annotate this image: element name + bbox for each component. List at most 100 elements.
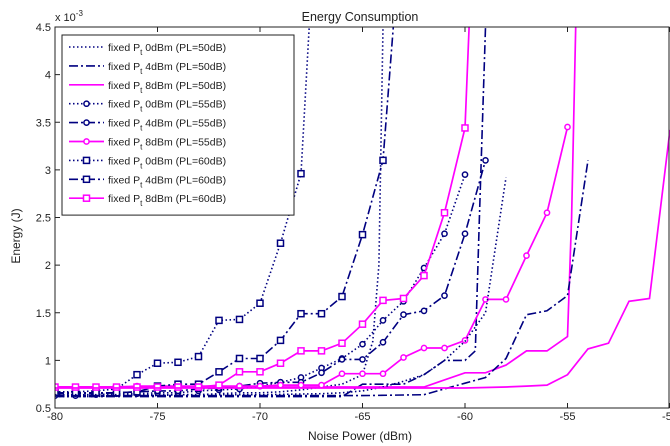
- data-point: [379, 370, 387, 378]
- data-point: [318, 369, 325, 377]
- data-point: [420, 271, 428, 280]
- legend-marker: [83, 119, 90, 126]
- data-point: [502, 296, 510, 303]
- data-point: [215, 368, 223, 376]
- x-axis-label: Noise Power (dBm): [308, 429, 412, 443]
- x-tick-label: -65: [355, 411, 371, 423]
- data-point: [441, 230, 448, 238]
- series-11: [55, 160, 589, 397]
- data-point: [318, 381, 325, 389]
- data-point: [256, 354, 264, 363]
- legend-item: fixed Pt 8dBm (PL=60dB): [69, 193, 226, 208]
- data-point: [441, 292, 448, 299]
- series-line-12: [55, 129, 670, 389]
- legend-item: fixed Pt 4dBm (PL=60dB): [69, 174, 226, 189]
- data-point: [71, 383, 80, 391]
- data-point: [543, 209, 551, 217]
- data-point: [482, 157, 489, 164]
- data-point: [359, 370, 366, 378]
- x-tick-label: -70: [252, 411, 268, 423]
- plot-area: [55, 27, 670, 399]
- data-point: [256, 368, 264, 376]
- y-tick-label: 3.5: [36, 117, 51, 129]
- y-tick-label: 1.5: [36, 308, 51, 320]
- series-2: [55, 27, 487, 398]
- data-point: [153, 359, 162, 367]
- data-point: [359, 356, 366, 363]
- data-point: [194, 383, 203, 391]
- data-point: [359, 340, 366, 348]
- data-point: [92, 383, 100, 391]
- data-point: [174, 383, 182, 391]
- y-tick-label: 4.5: [36, 22, 51, 34]
- series-line-9: [55, 27, 470, 388]
- y-tick-label: 1: [45, 355, 51, 367]
- legend-item: fixed Pt 4dBm (PL=55dB): [69, 118, 226, 133]
- data-point: [276, 336, 285, 345]
- x-tick-label: -55: [560, 411, 576, 423]
- data-point: [153, 383, 162, 391]
- legend-label: fixed Pt 0dBm (PL=50dB): [108, 42, 226, 57]
- data-point: [297, 347, 305, 355]
- legend-label: fixed Pt 8dBm (PL=50dB): [108, 80, 226, 95]
- y-tick-label: 2: [45, 260, 51, 272]
- legend-marker: [83, 138, 90, 145]
- series-10: [55, 177, 507, 396]
- data-point: [194, 352, 203, 361]
- data-point: [564, 123, 571, 131]
- legend-marker: [82, 156, 91, 165]
- legend-item: fixed Pt 8dBm (PL=55dB): [69, 137, 226, 152]
- legend-item: fixed Pt 0dBm (PL=55dB): [69, 99, 226, 114]
- data-point: [55, 389, 59, 397]
- data-point: [297, 169, 305, 178]
- series-line-1: [55, 27, 384, 398]
- legend-item: fixed Pt 8dBm (PL=50dB): [69, 80, 226, 95]
- data-point: [441, 344, 448, 352]
- data-point: [379, 296, 387, 305]
- series-line-2: [55, 27, 487, 398]
- data-point: [297, 381, 305, 389]
- legend-marker: [83, 100, 90, 108]
- x-tick-label: -75: [150, 411, 166, 423]
- data-point: [174, 358, 182, 367]
- data-point: [317, 347, 326, 355]
- data-point: [420, 344, 428, 352]
- legend-label: fixed Pt 4dBm (PL=60dB): [108, 174, 226, 189]
- legend-box: [61, 34, 295, 216]
- series-1: [55, 27, 384, 398]
- data-point: [461, 171, 469, 178]
- data-point: [379, 317, 387, 324]
- data-point: [277, 381, 284, 389]
- y-tick-label: 0.5: [36, 403, 51, 415]
- data-point: [379, 338, 387, 346]
- data-point: [379, 156, 387, 165]
- y-tick-label: 4: [45, 70, 51, 82]
- data-point: [133, 370, 141, 379]
- legend-label: fixed Pt 8dBm (PL=60dB): [108, 193, 226, 208]
- x-tick-label: -50: [662, 411, 670, 423]
- x-tick-label: -60: [457, 411, 473, 423]
- data-point: [235, 368, 244, 376]
- legend-marker: [82, 175, 91, 184]
- data-point: [400, 311, 407, 319]
- legend-marker: [82, 194, 91, 202]
- data-point: [317, 309, 326, 318]
- legend: fixed Pt 0dBm (PL=50dB) fixed Pt 4dBm (PL…: [61, 34, 295, 216]
- data-point: [235, 354, 244, 363]
- chart-title: Energy Consumption: [302, 10, 419, 24]
- data-point: [112, 383, 121, 391]
- x-tick-label: -80: [47, 411, 63, 423]
- y-axis-exponent-base: x 10: [55, 12, 76, 24]
- axis-ticks: -80 -75 -70 -65 -60 -55 -50 0.5 1 1.5 2 2.5 3 3.5 4 4.5: [36, 22, 670, 423]
- data-point: [440, 208, 449, 217]
- series-9: [55, 27, 470, 391]
- data-point: [235, 315, 244, 324]
- legend-item: fixed Pt 4dBm (PL=50dB): [69, 61, 226, 76]
- legend-label: fixed Pt 0dBm (PL=60dB): [108, 155, 226, 170]
- y-axis-label: Energy (J): [9, 208, 23, 263]
- legend-item: fixed Pt 0dBm (PL=60dB): [69, 155, 226, 170]
- data-point: [256, 299, 264, 307]
- data-point: [338, 356, 346, 363]
- data-point: [358, 230, 367, 239]
- series-line-10: [55, 177, 507, 396]
